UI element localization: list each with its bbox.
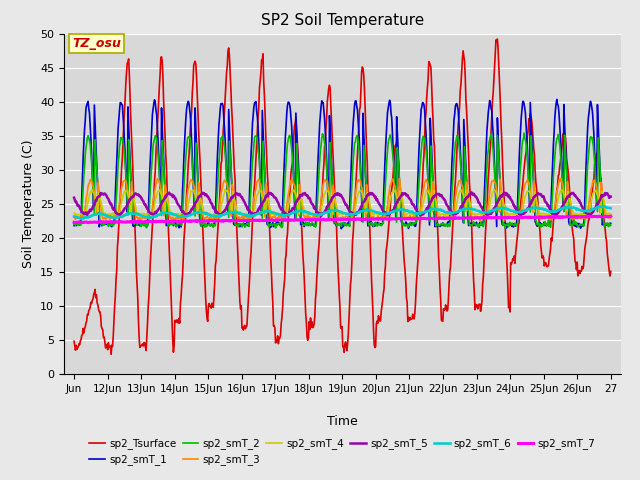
sp2_smT_5 (317, 213, 325, 219)
sp2_smT_3 (133, 214, 141, 220)
sp2_smT_7 (398, 216, 406, 221)
sp2_smT_3 (397, 193, 405, 199)
sp2_smT_1 (133, 221, 141, 227)
Line: sp2_smT_3: sp2_smT_3 (74, 179, 611, 221)
sp2_smT_3 (232, 205, 239, 211)
sp2_smT_4 (490, 186, 498, 192)
sp2_smT_2 (397, 213, 405, 219)
sp2_smT_6 (232, 209, 240, 215)
sp2_smT_2 (232, 223, 239, 228)
sp2_smT_5 (232, 191, 239, 196)
sp2_Tsurface (108, 351, 115, 357)
sp2_Tsurface (259, 51, 267, 57)
sp2_smT_4 (279, 213, 287, 218)
Title: SP2 Soil Temperature: SP2 Soil Temperature (260, 13, 424, 28)
Line: sp2_smT_5: sp2_smT_5 (74, 192, 611, 216)
sp2_smT_1 (279, 205, 287, 211)
sp2_smT_3 (259, 190, 266, 195)
sp2_smT_3 (557, 176, 565, 181)
sp2_smT_7 (70, 219, 78, 225)
sp2_smT_2 (279, 224, 287, 229)
sp2_smT_5 (428, 195, 436, 201)
sp2_smT_6 (398, 206, 406, 212)
sp2_Tsurface (607, 268, 614, 274)
sp2_smT_6 (600, 203, 607, 209)
sp2_smT_2 (133, 222, 141, 228)
sp2_smT_4 (428, 199, 435, 205)
sp2_smT_1 (428, 164, 436, 170)
sp2_smT_6 (607, 205, 614, 211)
sp2_smT_6 (428, 206, 436, 212)
sp2_smT_1 (70, 223, 78, 228)
sp2_smT_4 (397, 194, 405, 200)
sp2_smT_5 (279, 206, 287, 212)
sp2_smT_7 (72, 220, 80, 226)
Legend: sp2_Tsurface, sp2_smT_1, sp2_smT_2, sp2_smT_3, sp2_smT_4, sp2_smT_5, sp2_smT_6, : sp2_Tsurface, sp2_smT_1, sp2_smT_2, sp2_… (85, 434, 600, 469)
Line: sp2_smT_4: sp2_smT_4 (74, 189, 611, 216)
Text: TZ_osu: TZ_osu (72, 37, 121, 50)
sp2_Tsurface (134, 294, 141, 300)
sp2_smT_4 (133, 211, 141, 216)
sp2_smT_4 (70, 210, 78, 216)
sp2_smT_4 (440, 214, 448, 219)
sp2_smT_7 (134, 219, 141, 225)
sp2_smT_1 (259, 108, 266, 113)
sp2_smT_3 (428, 204, 435, 209)
sp2_smT_1 (398, 219, 406, 225)
sp2_smT_6 (134, 211, 141, 216)
Line: sp2_smT_1: sp2_smT_1 (74, 99, 611, 228)
sp2_smT_3 (279, 216, 287, 222)
sp2_smT_1 (553, 96, 561, 102)
sp2_smT_5 (398, 190, 406, 196)
sp2_Tsurface (280, 291, 287, 297)
sp2_smT_2 (70, 221, 78, 227)
sp2_smT_6 (259, 209, 267, 215)
sp2_smT_5 (607, 193, 614, 199)
sp2_Tsurface (70, 338, 78, 344)
Line: sp2_smT_7: sp2_smT_7 (74, 216, 611, 223)
sp2_smT_1 (232, 223, 239, 228)
sp2_smT_3 (476, 218, 484, 224)
sp2_Tsurface (428, 102, 436, 108)
sp2_smT_2 (607, 223, 614, 228)
sp2_smT_7 (280, 217, 287, 223)
sp2_Tsurface (398, 225, 406, 231)
Line: sp2_smT_6: sp2_smT_6 (74, 206, 611, 218)
sp2_smT_2 (259, 215, 266, 221)
Y-axis label: Soil Temperature (C): Soil Temperature (C) (22, 140, 35, 268)
sp2_smT_2 (520, 130, 528, 136)
sp2_smT_3 (70, 215, 78, 220)
sp2_smT_4 (607, 212, 614, 217)
sp2_smT_5 (468, 190, 476, 195)
sp2_smT_6 (280, 213, 287, 218)
sp2_smT_7 (259, 218, 267, 224)
Line: sp2_smT_2: sp2_smT_2 (74, 133, 611, 228)
sp2_smT_1 (337, 226, 345, 231)
sp2_smT_7 (603, 213, 611, 219)
sp2_smT_7 (428, 216, 436, 221)
sp2_Tsurface (232, 217, 240, 223)
sp2_Tsurface (493, 36, 501, 42)
sp2_smT_7 (232, 218, 240, 224)
sp2_smT_6 (77, 216, 84, 221)
sp2_smT_2 (501, 226, 509, 231)
sp2_smT_7 (607, 214, 614, 219)
sp2_smT_5 (259, 200, 266, 206)
sp2_smT_3 (607, 216, 614, 221)
sp2_smT_5 (70, 195, 78, 201)
X-axis label: Time: Time (327, 415, 358, 428)
sp2_smT_6 (70, 214, 78, 219)
sp2_smT_5 (133, 192, 141, 198)
sp2_smT_4 (232, 203, 239, 209)
sp2_smT_4 (259, 194, 266, 200)
Line: sp2_Tsurface: sp2_Tsurface (74, 39, 611, 354)
sp2_smT_2 (428, 156, 435, 162)
sp2_smT_1 (607, 220, 614, 226)
